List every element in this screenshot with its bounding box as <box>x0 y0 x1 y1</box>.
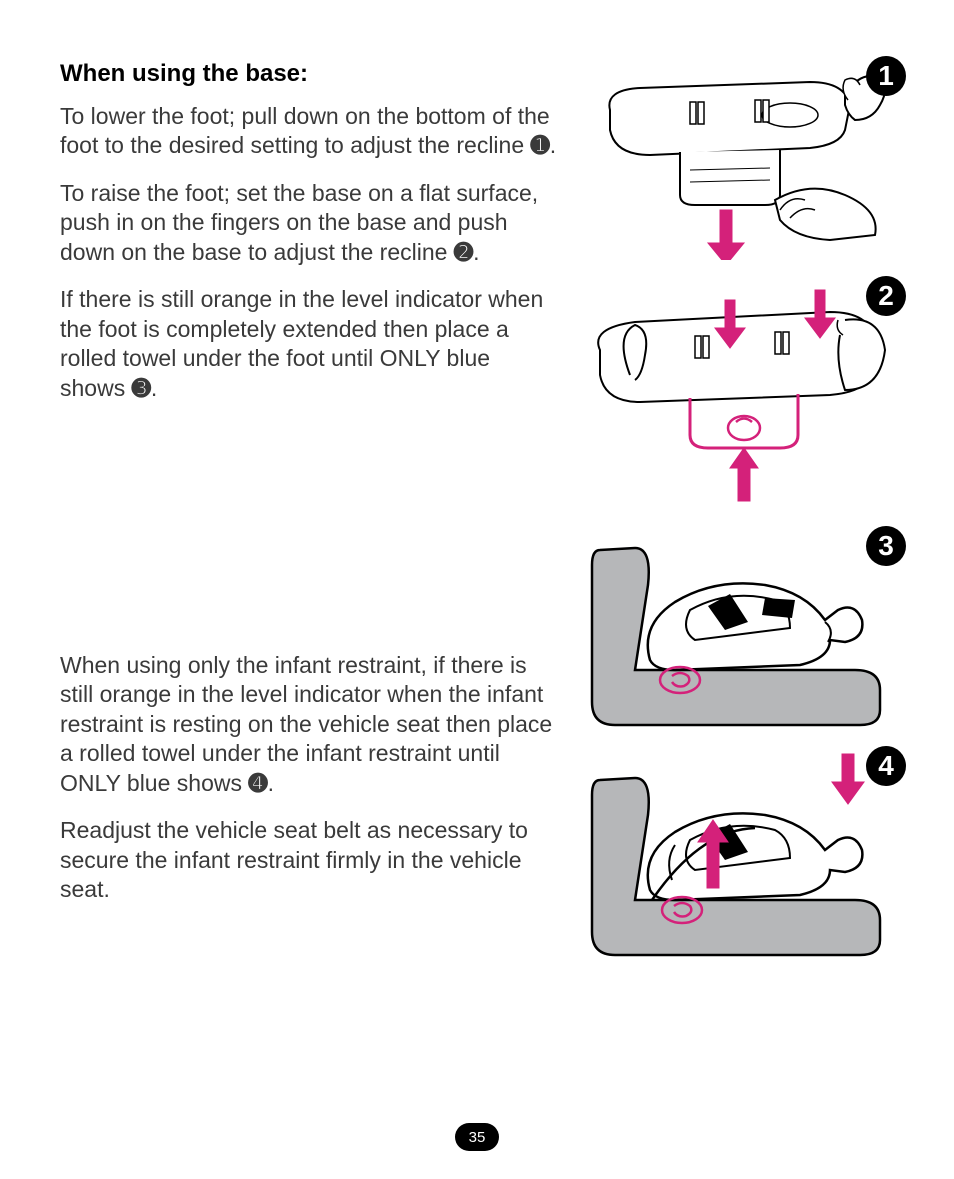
figure-2: 2 <box>580 280 900 510</box>
para2-text-b: . <box>473 239 479 265</box>
circled-4-inline: ➍ <box>248 769 267 798</box>
figure-4: 4 <box>580 750 900 960</box>
illustration-2 <box>580 280 890 510</box>
illustration-1 <box>580 60 890 260</box>
paragraph-3: If there is still orange in the level in… <box>60 285 560 403</box>
paragraph-5: Readjust the vehicle seat belt as necess… <box>60 816 560 904</box>
content-row: When using the base: To lower the foot; … <box>60 60 914 980</box>
step-badge-1: 1 <box>866 56 906 96</box>
paragraph-4: When using only the infant restraint, if… <box>60 651 560 798</box>
para1-text-a: To lower the foot; pull down on the bott… <box>60 103 550 158</box>
paragraph-1: To lower the foot; pull down on the bott… <box>60 102 560 161</box>
manual-page: When using the base: To lower the foot; … <box>0 0 954 1179</box>
circled-3-inline: ➌ <box>132 374 151 403</box>
figure-1: 1 <box>580 60 900 260</box>
paragraph-2: To raise the foot; set the base on a fla… <box>60 179 560 267</box>
step-badge-4: 4 <box>866 746 906 786</box>
para1-text-b: . <box>550 132 556 158</box>
step-badge-3: 3 <box>866 526 906 566</box>
circled-2-inline: ➋ <box>454 238 473 267</box>
text-column: When using the base: To lower the foot; … <box>60 60 560 980</box>
illustration-3 <box>580 530 900 730</box>
figure-3: 3 <box>580 530 900 730</box>
para4-text-b: . <box>268 770 274 796</box>
step-badge-2: 2 <box>866 276 906 316</box>
spacer <box>60 421 560 651</box>
page-number-badge: 35 <box>455 1123 499 1151</box>
para3-text-b: . <box>151 375 157 401</box>
illustration-4 <box>580 750 900 960</box>
section-heading: When using the base: <box>60 60 560 88</box>
circled-1-inline: ➊ <box>531 131 550 160</box>
figure-column: 1 <box>580 60 900 980</box>
para4-text-a: When using only the infant restraint, if… <box>60 652 552 796</box>
